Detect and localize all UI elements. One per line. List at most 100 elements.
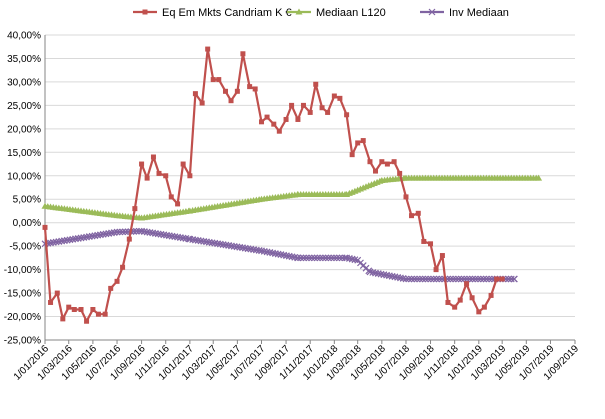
data-point xyxy=(471,275,479,283)
data-point xyxy=(494,276,500,282)
data-point xyxy=(283,116,289,122)
data-point xyxy=(121,228,129,236)
data-point xyxy=(316,254,324,262)
y-tick-label: 20,00% xyxy=(7,124,41,135)
data-point xyxy=(133,227,140,235)
data-point xyxy=(142,9,148,15)
data-point xyxy=(457,275,465,283)
axes xyxy=(44,35,575,341)
data-point xyxy=(325,109,331,115)
data-point xyxy=(319,105,325,111)
data-point xyxy=(445,299,451,305)
data-point xyxy=(54,290,60,296)
data-point xyxy=(216,77,222,83)
data-point xyxy=(488,275,496,283)
y-tick-label: -15,00% xyxy=(4,289,41,300)
data-point xyxy=(455,275,463,283)
data-point xyxy=(210,77,216,83)
data-point xyxy=(476,309,482,315)
data-point xyxy=(175,201,181,207)
data-point xyxy=(187,173,193,179)
data-point xyxy=(463,275,471,283)
data-point xyxy=(349,152,355,158)
data-point xyxy=(488,292,494,298)
data-point xyxy=(466,275,474,283)
data-point xyxy=(327,254,335,262)
data-point xyxy=(90,307,96,312)
y-tick-label: -25,00% xyxy=(4,336,41,347)
data-point xyxy=(415,210,421,216)
data-point xyxy=(433,275,440,283)
data-point xyxy=(367,159,373,165)
data-point xyxy=(460,275,468,283)
data-point xyxy=(402,275,410,283)
data-point xyxy=(408,275,415,283)
y-tick-label: 35,00% xyxy=(7,54,41,65)
data-point xyxy=(333,254,341,262)
data-point xyxy=(271,121,277,127)
data-point xyxy=(139,161,145,167)
data-point xyxy=(205,46,211,52)
legend-item: Eq Em Mkts Candriam K € xyxy=(133,7,292,19)
data-point xyxy=(373,168,379,174)
y-tick-label: -10,00% xyxy=(4,265,41,276)
data-point xyxy=(300,102,306,108)
x-axis-ticks: 1/01/20161/03/20161/05/20161/07/20161/09… xyxy=(12,340,581,383)
y-tick-label: -5,00% xyxy=(9,242,41,253)
data-point xyxy=(360,138,366,144)
data-point xyxy=(464,281,470,287)
data-point xyxy=(295,8,303,15)
data-point xyxy=(410,275,418,283)
data-point xyxy=(421,275,429,283)
data-point xyxy=(42,224,48,230)
data-point xyxy=(331,93,337,99)
data-point xyxy=(71,307,77,312)
data-point xyxy=(428,241,434,247)
data-point xyxy=(48,299,54,305)
data-point xyxy=(156,170,162,176)
data-point xyxy=(452,304,458,310)
data-point xyxy=(482,275,490,283)
data-point xyxy=(511,275,518,283)
data-point xyxy=(397,170,403,176)
data-point xyxy=(144,175,150,181)
data-point xyxy=(477,275,485,283)
data-point xyxy=(264,114,270,120)
gridlines xyxy=(45,34,575,341)
data-point xyxy=(485,275,493,283)
data-point xyxy=(319,254,327,262)
data-point xyxy=(405,275,413,283)
data-point xyxy=(168,194,174,200)
data-point xyxy=(199,100,205,106)
data-point xyxy=(474,275,482,283)
data-point xyxy=(163,173,169,179)
data-point xyxy=(336,254,343,262)
y-tick-label: 10,00% xyxy=(7,171,41,182)
data-point xyxy=(427,275,435,283)
data-point xyxy=(102,311,108,317)
data-point xyxy=(313,81,319,87)
series-inv-mediaan xyxy=(41,227,518,283)
data-point xyxy=(505,275,512,283)
data-point xyxy=(255,247,263,254)
y-tick-label: 15,00% xyxy=(7,148,41,159)
data-point xyxy=(457,297,463,303)
data-point xyxy=(469,275,476,283)
data-point xyxy=(222,88,228,94)
data-point xyxy=(424,275,432,283)
data-point xyxy=(295,116,301,122)
data-point xyxy=(132,206,138,212)
legend: Eq Em Mkts Candriam K € Mediaan L120 Inv M… xyxy=(133,7,509,19)
data-point xyxy=(391,159,397,165)
data-point xyxy=(379,159,385,165)
data-point xyxy=(300,254,307,262)
data-point xyxy=(289,102,295,108)
data-point xyxy=(120,264,126,270)
data-point xyxy=(535,174,543,181)
data-point xyxy=(430,275,438,283)
data-point xyxy=(116,228,124,236)
data-point xyxy=(95,311,101,317)
data-point xyxy=(126,236,132,242)
data-point xyxy=(294,254,302,262)
data-point xyxy=(180,161,186,167)
